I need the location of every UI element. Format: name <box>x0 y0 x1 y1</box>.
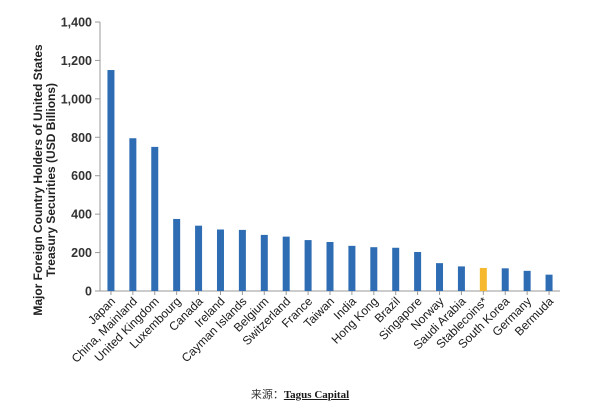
bar <box>479 267 487 291</box>
bar <box>392 247 400 291</box>
bar <box>414 251 422 291</box>
bar <box>326 242 334 291</box>
bar <box>436 263 444 291</box>
source-prefix: 来源： <box>250 389 284 401</box>
y-tick-label: 1,000 <box>61 92 92 106</box>
y-tick-label: 800 <box>71 131 92 145</box>
x-axis <box>100 290 560 295</box>
bar <box>501 268 509 291</box>
y-axis-label: Major Foreign Country Holders of United … <box>31 44 58 316</box>
bar <box>107 70 115 292</box>
bar <box>523 270 531 291</box>
y-tick-label: 1,200 <box>61 54 92 68</box>
bar <box>129 138 137 291</box>
bar <box>304 240 312 291</box>
bar <box>151 146 159 291</box>
bar <box>195 225 203 291</box>
source-link[interactable]: Tagus Capital <box>283 389 350 401</box>
bar <box>282 236 290 291</box>
bar <box>260 234 268 291</box>
y-tick-label: 1,400 <box>61 16 92 30</box>
source-caption: 来源：Tagus Capital <box>0 386 600 402</box>
y-tick-label: 600 <box>71 169 92 183</box>
bar <box>173 218 181 291</box>
y-axis: 0 200 400 600 800 1,000 1,200 1,400 <box>61 16 101 299</box>
bar <box>457 266 465 291</box>
bar <box>545 274 553 291</box>
y-tick-label: 200 <box>71 246 92 260</box>
bar <box>216 229 224 291</box>
y-tick-label: 400 <box>71 208 92 222</box>
bars-group <box>107 70 553 292</box>
bar <box>348 245 356 291</box>
bar <box>370 247 378 291</box>
bar <box>238 229 246 291</box>
y-tick-label: 0 <box>85 285 92 299</box>
